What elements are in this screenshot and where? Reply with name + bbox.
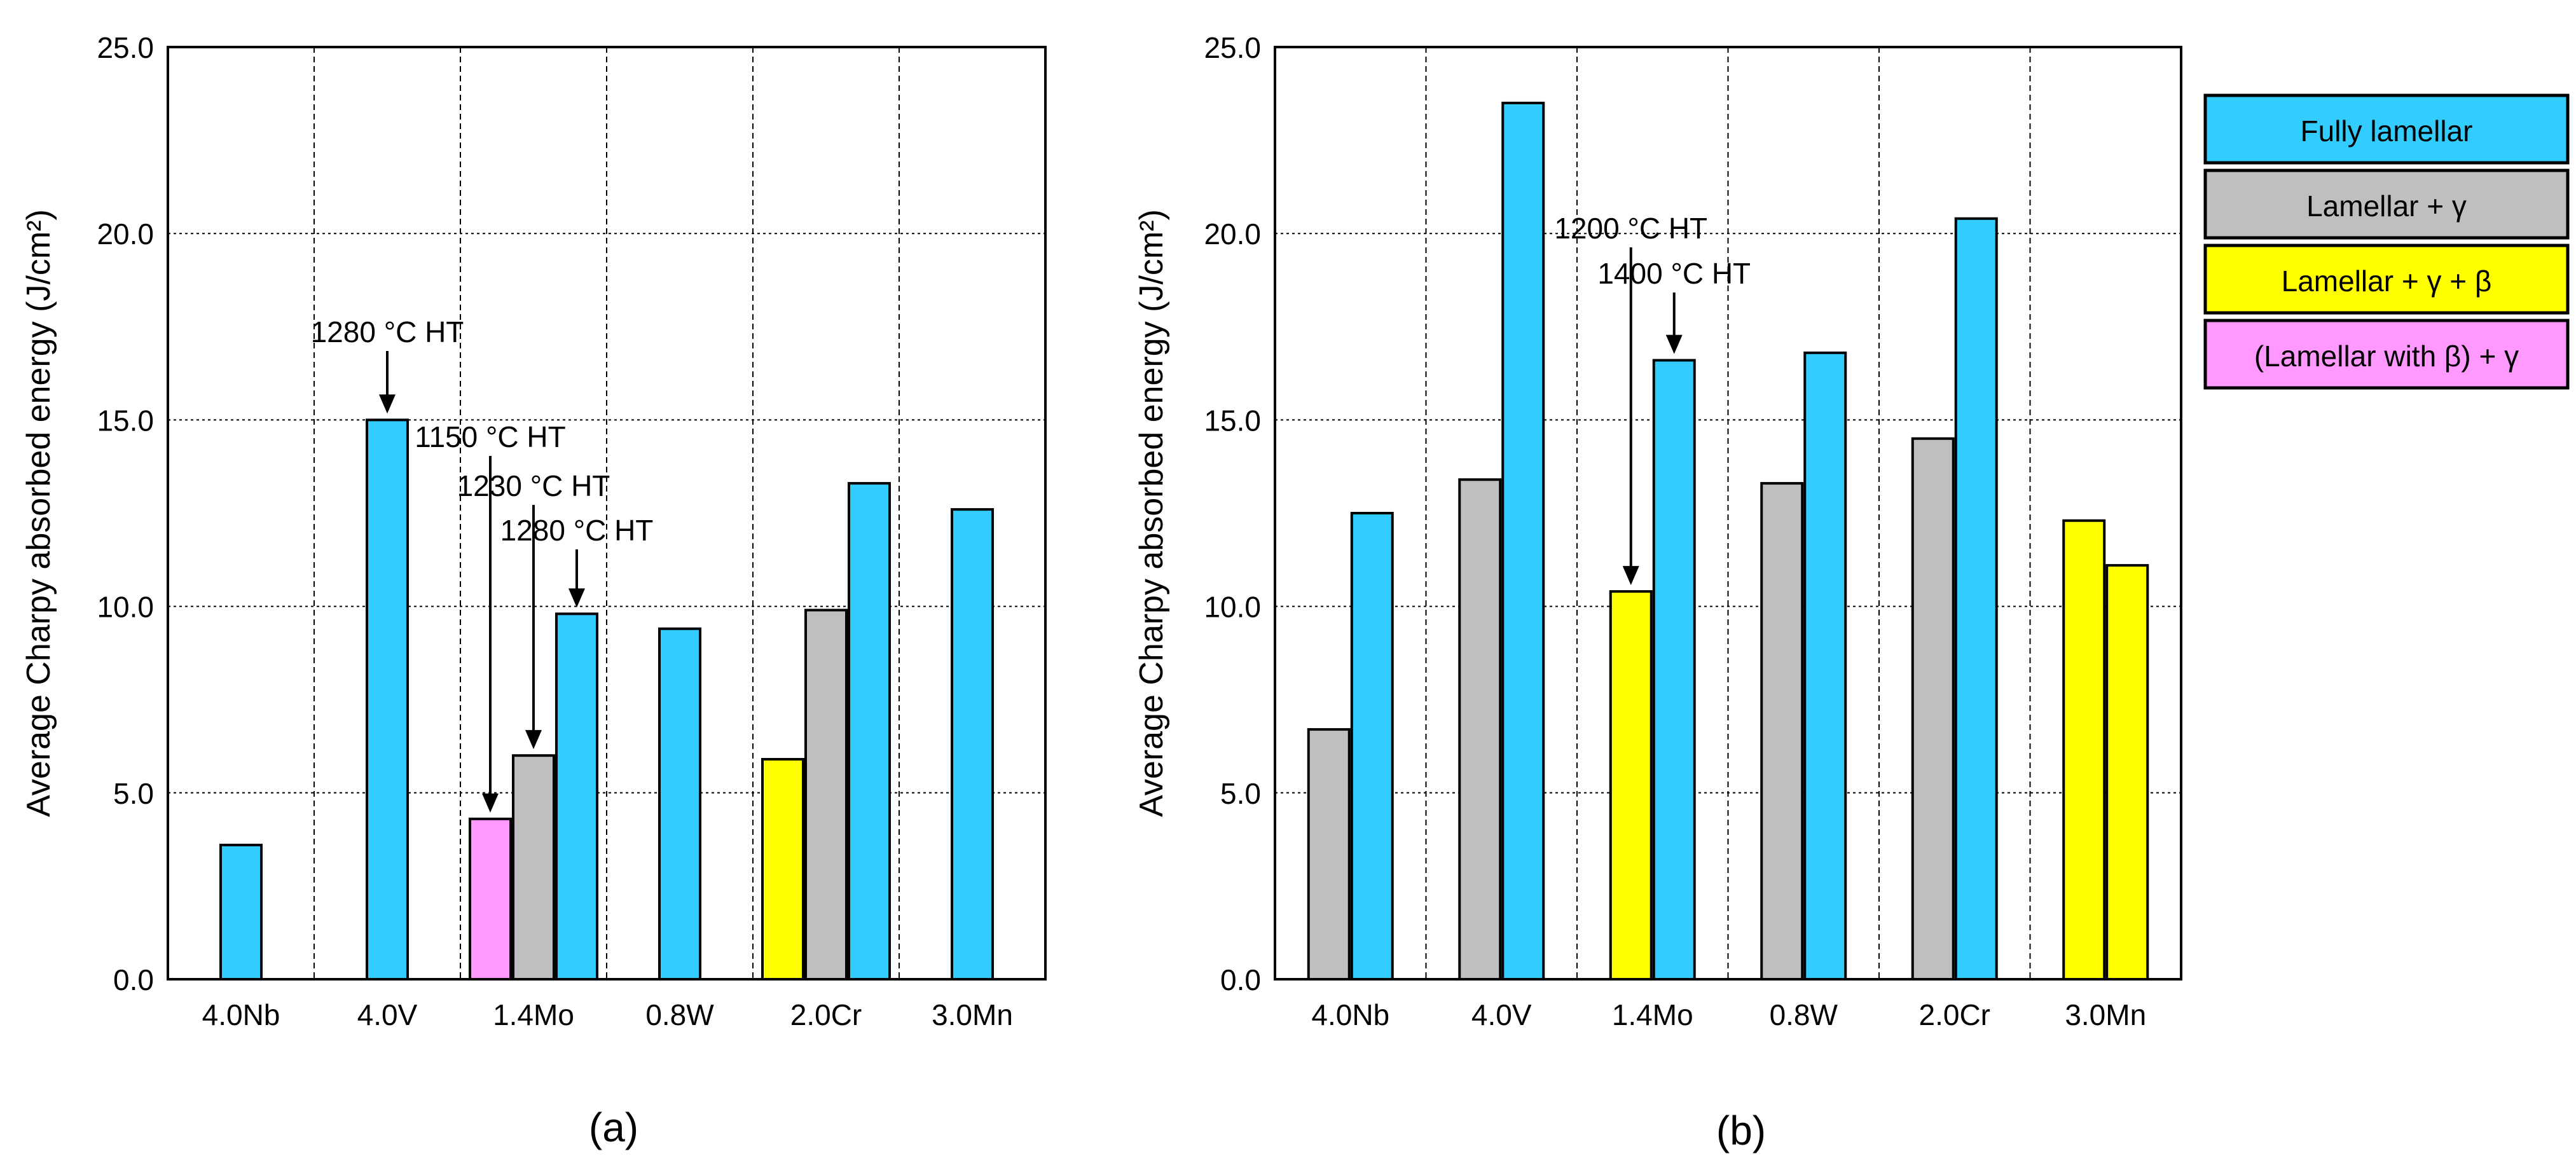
legend-label-lamellar-gamma-beta: Lamellar + γ + β xyxy=(2282,265,2492,298)
panel-b-y-axis-label: Average Charpy absorbed energy (J/cm²) xyxy=(1133,209,1170,817)
panel-b-x-tick-2-0cr: 2.0Cr xyxy=(1919,998,1990,1031)
panel-b-bar-3-0mn-lamellar-gamma-beta xyxy=(2062,519,2106,981)
panel-a-y-tick-label: 10.0 xyxy=(97,591,154,624)
panel-a-annotation-label: 1150 °C HT xyxy=(415,420,565,453)
panel-a-x-tick-1-4mo: 1.4Mo xyxy=(493,998,574,1031)
panel-a-x-tick-2-0cr: 2.0Cr xyxy=(790,998,862,1031)
panel-a-bar-3-0mn-fully-lamellar xyxy=(951,508,994,981)
panel-a-bar-1-4mo-lamellar-beta-gamma xyxy=(469,817,512,981)
panel-b-x-tick-3-0mn: 3.0Mn xyxy=(2065,998,2146,1031)
panel-b-bar-0-8w-lamellar-gamma xyxy=(1760,482,1804,981)
panel-b-y-ticks: 0.0 5.0 10.0 15.0 20.0 25.0 xyxy=(1204,31,1261,996)
panel-a-bar-2-0cr-fully-lamellar xyxy=(848,482,891,981)
panel-b-bar-0-8w-fully-lamellar xyxy=(1803,351,1847,981)
panel-a-x-tick-0-8w: 0.8W xyxy=(645,998,714,1031)
panel-b-annotation-arrowhead xyxy=(1622,566,1639,586)
panel-b-bar-4-0nb-fully-lamellar xyxy=(1350,512,1394,981)
panel-a-annotation-arrowhead xyxy=(482,793,499,813)
panel-a-y-tick-label: 20.0 xyxy=(97,217,154,251)
panel-b-bar-2-0cr-lamellar-gamma xyxy=(1911,437,1955,981)
panel-b-bar-4-0v-lamellar-gamma xyxy=(1458,478,1502,981)
panel-b-bar-1-4mo-fully-lamellar xyxy=(1652,359,1696,981)
panel-b-bar-1-4mo-lamellar-gamma-beta xyxy=(1609,590,1653,981)
legend-item-lamellar-gamma: Lamellar + γ xyxy=(2203,169,2570,240)
legend-label-fully-lamellar: Fully lamellar xyxy=(2301,114,2473,148)
panel-a-bar-2-0cr-lamellar-gamma-beta xyxy=(761,758,804,981)
panel-b-plot-frame xyxy=(1274,46,2182,981)
panel-a-annotation-arrowhead xyxy=(568,588,585,608)
panel-b-y-tick-label: 25.0 xyxy=(1204,31,1261,64)
panel-a-bar-0-8w-fully-lamellar xyxy=(658,627,701,981)
panel-b-bar-4-0nb-lamellar-gamma xyxy=(1307,728,1351,981)
panel-b-annotation-label: 1400 °C HT xyxy=(1597,257,1751,290)
panel-b-x-tick-1-4mo: 1.4Mo xyxy=(1612,998,1693,1031)
panel-a-annotation-label: 1280 °C HT xyxy=(311,315,464,348)
panel-a-bar-1-4mo-lamellar-gamma xyxy=(512,754,555,981)
panel-a-bar-4-0nb-fully-lamellar xyxy=(219,843,263,981)
panel-a-y-tick-label: 15.0 xyxy=(97,404,154,437)
panel-b-bar-4-0v-fully-lamellar xyxy=(1501,101,1545,981)
panel-a: 0.0 5.0 10.0 15.0 20.0 25.0 4.0Nb 4.0V 1.4Mo 0.8… xyxy=(20,31,1047,1150)
panel-b-gridlines xyxy=(1275,47,2181,979)
panel-a-annotation-label: 1280 °C HT xyxy=(500,514,654,547)
panel-a-y-tick-label: 0.0 xyxy=(113,963,154,996)
panel-b-x-tick-0-8w: 0.8W xyxy=(1770,998,1838,1031)
panel-b-y-tick-label: 15.0 xyxy=(1204,404,1261,437)
panel-a-label: (a) xyxy=(589,1105,638,1150)
panel-a-annotation-arrowhead xyxy=(379,394,396,414)
legend-item-lamellar-gamma-beta: Lamellar + γ + β xyxy=(2203,244,2570,315)
legend-label-lamellar-with-beta-gamma: (Lamellar with β) + γ xyxy=(2254,340,2519,373)
panel-a-annotation-label: 1230 °C HT xyxy=(457,469,610,502)
panel-a-plot-frame xyxy=(167,46,1047,981)
panel-a-bar-2-0cr-lamellar-gamma xyxy=(804,609,848,981)
panel-b-bars xyxy=(1307,101,2149,981)
panel-a-y-ticks: 0.0 5.0 10.0 15.0 20.0 25.0 xyxy=(97,31,154,996)
panel-b-y-tick-label: 5.0 xyxy=(1220,777,1261,810)
panel-a-y-tick-label: 25.0 xyxy=(97,31,154,64)
panel-a-bars xyxy=(219,418,994,981)
panel-b-y-tick-label: 20.0 xyxy=(1204,217,1261,251)
panel-b-x-ticks: 4.0Nb 4.0V 1.4Mo 0.8W 2.0Cr 3.0Mn xyxy=(1311,998,2146,1031)
legend: Fully lamellar Lamellar + γ Lamellar + γ… xyxy=(2203,93,2570,390)
panel-b-x-tick-4-0v: 4.0V xyxy=(1471,998,1532,1031)
panel-b-y-tick-label: 0.0 xyxy=(1220,963,1261,996)
panel-a-x-tick-4-0nb: 4.0Nb xyxy=(202,998,280,1031)
panel-b-annotation-label: 1200 °C HT xyxy=(1554,212,1707,245)
panel-a-x-ticks: 4.0Nb 4.0V 1.4Mo 0.8W 2.0Cr 3.0Mn xyxy=(202,998,1013,1031)
panel-a-annotation-arrowhead xyxy=(525,730,542,750)
panel-b-bar-2-0cr-fully-lamellar xyxy=(1954,217,1998,981)
panel-b-bar-3-0mn-lamellar-gamma-beta xyxy=(2105,564,2149,981)
legend-label-lamellar-gamma: Lamellar + γ xyxy=(2306,189,2467,223)
panel-a-x-tick-4-0v: 4.0V xyxy=(357,998,418,1031)
panel-b-x-tick-4-0nb: 4.0Nb xyxy=(1311,998,1389,1031)
panel-a-bar-4-0v-fully-lamellar xyxy=(366,418,409,981)
panel-a-annotations: 1280 °C HT 1150 °C HT 1230 °C HT 1280 °C HT xyxy=(311,315,654,813)
panel-a-x-tick-3-0mn: 3.0Mn xyxy=(932,998,1013,1031)
panel-a-y-tick-label: 5.0 xyxy=(113,777,154,810)
panel-b-y-tick-label: 10.0 xyxy=(1204,591,1261,624)
panel-b: 0.0 5.0 10.0 15.0 20.0 25.0 4.0Nb 4.0V 1.4Mo 0.8… xyxy=(1133,31,2182,1153)
panel-b-label: (b) xyxy=(1716,1108,1766,1153)
legend-item-lamellar-with-beta-gamma: (Lamellar with β) + γ xyxy=(2203,319,2570,390)
panel-a-y-axis-label: Average Charpy absorbed energy (J/cm²) xyxy=(20,209,57,817)
panel-a-gridlines xyxy=(168,47,1045,979)
panel-b-annotation-arrowhead xyxy=(1665,334,1683,354)
panel-a-bar-1-4mo-fully-lamellar xyxy=(555,612,598,981)
panel-b-annotations: 1200 °C HT 1400 °C HT xyxy=(1554,212,1751,586)
legend-item-fully-lamellar: Fully lamellar xyxy=(2203,93,2570,165)
